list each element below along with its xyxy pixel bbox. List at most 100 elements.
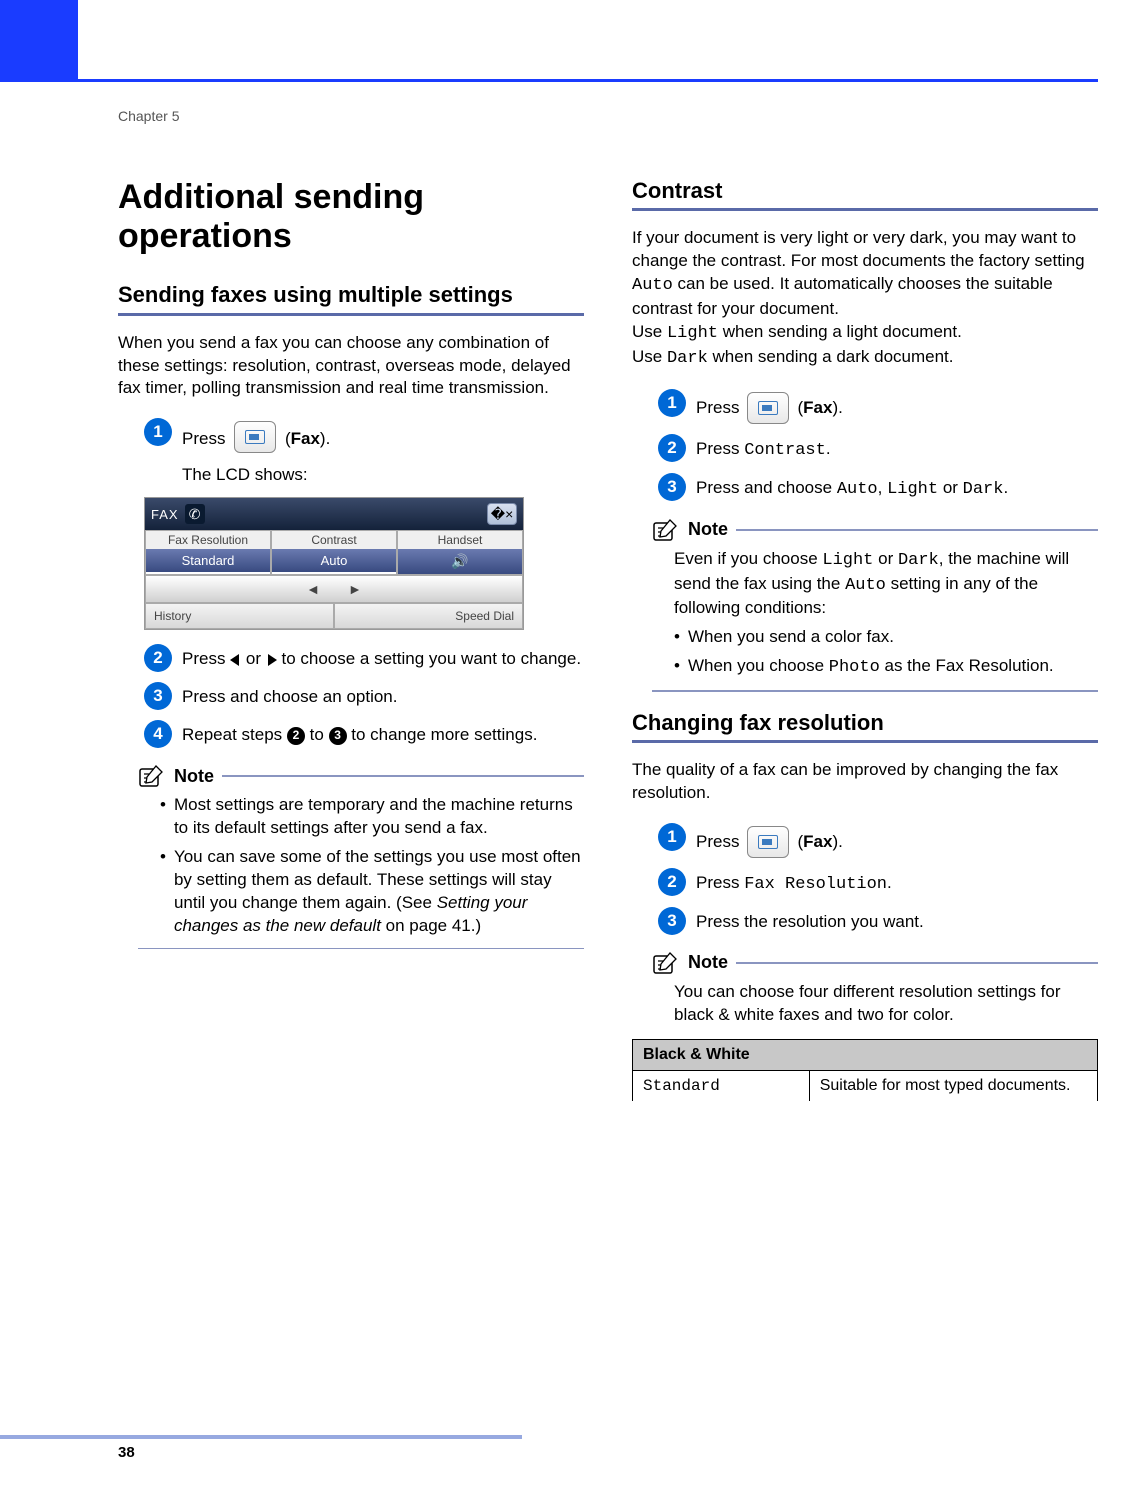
- step2-pre: Press: [182, 649, 230, 668]
- contrast-step-3-content: Press and choose Auto, Light or Dark.: [696, 473, 1008, 502]
- heading-resolution: Changing fax resolution: [632, 710, 1098, 736]
- note-rule-contrast: [736, 529, 1098, 531]
- fax-button-icon: [747, 826, 789, 858]
- step-1: 1 Press (Fax). The LCD shows:: [144, 418, 584, 487]
- lcd-history-button[interactable]: History: [145, 603, 334, 629]
- bottom-page-rule: [0, 1435, 522, 1439]
- table-row: Standard Suitable for most typed documen…: [633, 1070, 1098, 1101]
- heading-contrast: Contrast: [632, 178, 1098, 204]
- note-end-rule-contrast: [652, 690, 1098, 692]
- resolution-step-3-content: Press the resolution you want.: [696, 907, 924, 934]
- contrast-paragraph: If your document is very light or very d…: [632, 227, 1098, 371]
- contrast-step-badge-2: 2: [658, 434, 686, 462]
- contrast-note-b2: When you choose Photo as the Fax Resolut…: [688, 655, 1054, 680]
- note-label-resolution: Note: [688, 952, 728, 973]
- lcd-tab-row: Fax Resolution Standard Contrast Auto Ha…: [145, 530, 523, 575]
- step-3-content: Press and choose an option.: [182, 682, 397, 709]
- contrast-step-3: 3 Press and choose Auto, Light or Dark.: [658, 473, 1098, 502]
- note-rule-resolution: [736, 962, 1098, 964]
- contrast-step-1-content: Press (Fax).: [696, 389, 843, 424]
- step-badge-3: 3: [144, 682, 172, 710]
- note1-bullet2: You can save some of the settings you us…: [174, 846, 584, 938]
- lcd-close-button[interactable]: �×: [487, 503, 517, 525]
- lcd-tab-handset[interactable]: Handset 🔊: [397, 530, 523, 575]
- note-body-resolution: You can choose four different resolution…: [674, 981, 1098, 1027]
- two-column-layout: Additional sending operations Sending fa…: [118, 178, 1098, 1101]
- lcd-tab-fax-resolution[interactable]: Fax Resolution Standard: [145, 530, 271, 575]
- speaker-icon: 🔊: [451, 553, 468, 569]
- note-label-1: Note: [174, 766, 214, 787]
- contrast-step-2-content: Press Contrast.: [696, 434, 831, 463]
- contrast-step-1: 1 Press (Fax).: [658, 389, 1098, 424]
- step2-post: to choose a setting you want to change.: [277, 649, 581, 668]
- lcd-tab-contrast[interactable]: Contrast Auto: [271, 530, 397, 575]
- step-1-content: Press (Fax). The LCD shows:: [182, 418, 330, 487]
- resolution-intro: The quality of a fax can be improved by …: [632, 759, 1098, 805]
- inline-badge-3: 3: [329, 727, 347, 745]
- note-body-contrast: Even if you choose Light or Dark, the ma…: [674, 548, 1098, 681]
- resolution-step-1-content: Press (Fax).: [696, 823, 843, 858]
- table-header-bw: Black & White: [633, 1039, 1098, 1070]
- note-header-1: Note: [138, 764, 584, 788]
- right-arrow-icon: [268, 654, 277, 666]
- lcd-speed-dial-button[interactable]: Speed Dial: [334, 603, 523, 629]
- step-2-content: Press or to choose a setting you want to…: [182, 644, 581, 671]
- left-column: Additional sending operations Sending fa…: [118, 178, 584, 1101]
- resolution-step-badge-3: 3: [658, 907, 686, 935]
- page-number: 38: [118, 1444, 135, 1461]
- heading-rule-resolution: [632, 740, 1098, 743]
- contrast-step-2: 2 Press Contrast.: [658, 434, 1098, 463]
- note-header-resolution: Note: [652, 951, 1098, 975]
- step4-post: to change more settings.: [347, 725, 538, 744]
- contrast-step-badge-3: 3: [658, 473, 686, 501]
- resolution-step-3: 3 Press the resolution you want.: [658, 907, 1098, 935]
- contrast-note-text: Even if you choose Light or Dark, the ma…: [674, 548, 1098, 621]
- lcd-screenshot: FAX ✆ �× Fax Resolution Standard Contras…: [144, 497, 524, 630]
- lcd-tab-value-3: 🔊: [398, 549, 522, 574]
- resolution-table: Black & White Standard Suitable for most…: [632, 1039, 1098, 1101]
- lcd-tab-header-1: Fax Resolution: [146, 531, 270, 549]
- lcd-tab-header-2: Contrast: [272, 531, 396, 549]
- note-pencil-icon: [138, 764, 166, 788]
- top-blue-rule: [78, 79, 1098, 82]
- step1-sub: The LCD shows:: [182, 463, 330, 487]
- step-4: 4 Repeat steps 2 to 3 to change more set…: [144, 720, 584, 748]
- note-pencil-icon: [652, 951, 680, 975]
- heading-rule-contrast: [632, 208, 1098, 211]
- resolution-step-2-content: Press Fax Resolution.: [696, 868, 892, 897]
- right-column: Contrast If your document is very light …: [632, 178, 1098, 1101]
- heading-multiple-settings: Sending faxes using multiple settings: [118, 282, 584, 308]
- note-header-contrast: Note: [652, 518, 1098, 542]
- lcd-titlebar: FAX ✆ �×: [145, 498, 523, 530]
- lcd-right-arrow-icon: ►: [348, 581, 362, 597]
- contrast-step-badge-1: 1: [658, 389, 686, 417]
- step-badge-4: 4: [144, 720, 172, 748]
- step-4-content: Repeat steps 2 to 3 to change more setti…: [182, 720, 537, 747]
- step4-mid: to: [305, 725, 329, 744]
- resolution-step-badge-1: 1: [658, 823, 686, 851]
- table-cell-key: Standard: [633, 1070, 810, 1101]
- resolution-step-badge-2: 2: [658, 868, 686, 896]
- step1-bold: Fax: [291, 429, 320, 448]
- brand-blue-corner: [0, 0, 78, 82]
- note1-bullet1: Most settings are temporary and the mach…: [174, 794, 584, 840]
- note-label-contrast: Note: [688, 519, 728, 540]
- lcd-arrow-bar[interactable]: ◄ ►: [145, 575, 523, 603]
- table-cell-val: Suitable for most typed documents.: [809, 1070, 1097, 1101]
- note-end-rule-1: [138, 948, 584, 950]
- lcd-tab-value-2: Auto: [272, 549, 396, 572]
- lcd-left-arrow-icon: ◄: [306, 581, 320, 597]
- heading-rule: [118, 313, 584, 316]
- step2-mid: or: [241, 649, 266, 668]
- phone-icon: ✆: [185, 504, 205, 524]
- fax-button-icon: [747, 392, 789, 424]
- note-body-1: •Most settings are temporary and the mac…: [160, 794, 584, 938]
- note-rule-1: [222, 775, 584, 777]
- step-3: 3 Press and choose an option.: [144, 682, 584, 710]
- inline-badge-2: 2: [287, 727, 305, 745]
- step-badge-1: 1: [144, 418, 172, 446]
- page-content: Chapter 5 Additional sending operations …: [0, 0, 1136, 1101]
- chapter-label: Chapter 5: [118, 108, 1098, 124]
- step-2: 2 Press or to choose a setting you want …: [144, 644, 584, 672]
- resolution-step-2: 2 Press Fax Resolution.: [658, 868, 1098, 897]
